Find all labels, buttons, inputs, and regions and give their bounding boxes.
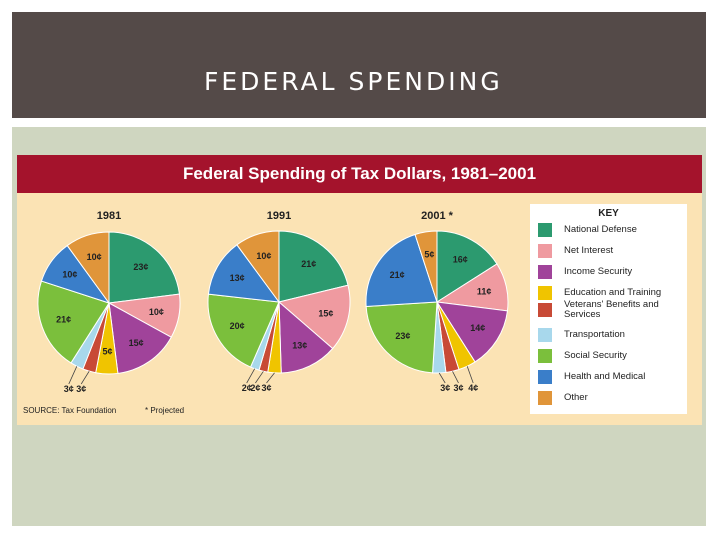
legend-label: Transportation (564, 329, 625, 340)
pie-slice-income-security (436, 301, 508, 363)
slice-value-label: 14¢ (470, 323, 485, 333)
slice-value-label: 21¢ (390, 270, 405, 280)
pie-year-label: 2001 * (421, 210, 454, 222)
legend-label: Social Security (564, 350, 627, 361)
legend-swatch (538, 286, 552, 300)
legend-label: Education and Training (564, 287, 662, 298)
slice-leader-line (255, 371, 264, 384)
chart-figure: Federal Spending of Tax Dollars, 1981–20… (17, 155, 702, 425)
legend-item-transportation: Transportation (538, 328, 687, 342)
slice-value-label: 5¢ (102, 346, 112, 356)
pie-slice-health-and-medical (365, 233, 438, 307)
slice-value-label: 10¢ (62, 270, 77, 280)
pie-slice-income-security (108, 302, 172, 374)
legend-item-income-security: Income Security (538, 265, 687, 279)
legend-swatch (538, 244, 552, 258)
pie-slice-income-security (278, 300, 334, 374)
source-note: SOURCE: Tax Foundation (23, 406, 117, 415)
slice-value-label: 5¢ (424, 249, 434, 259)
legend-label: Health and Medical (564, 371, 646, 382)
legend-item-health-and-medical: Health and Medical (538, 370, 687, 384)
slice-value-label: 4¢ (468, 383, 478, 393)
slice-value-label: 11¢ (477, 287, 492, 297)
slide-title: FEDERAL SPENDING (204, 67, 503, 96)
legend: KEY National Defense Net Interest Income S… (530, 204, 687, 414)
slice-leader-line (452, 371, 459, 384)
legend-item-other: Other (538, 391, 687, 405)
pie-year-label: 1991 (267, 210, 291, 222)
slice-value-label: 10¢ (256, 251, 271, 261)
pie-2001: 2001 * 16¢ 11¢ 14¢ 4¢ 3¢3¢ 23¢ 21¢ 5¢ (365, 210, 509, 393)
slice-value-label: 3¢ (64, 384, 74, 394)
pie-slice-health-and-medical (207, 244, 281, 303)
slice-value-label: 20¢ (230, 321, 245, 331)
slice-value-label: 3¢ (261, 383, 271, 393)
chart-banner: Federal Spending of Tax Dollars, 1981–20… (17, 155, 702, 193)
slice-value-label: 13¢ (292, 341, 307, 351)
legend-swatch (538, 265, 552, 279)
title-bar: FEDERAL SPENDING (12, 12, 706, 118)
slice-leader-line (80, 370, 90, 385)
slice-leader-line (68, 366, 78, 385)
slice-value-label: 2¢ (242, 383, 252, 393)
projected-note: * Projected (145, 406, 185, 415)
legend-swatch (538, 328, 552, 342)
slice-leader-line (246, 368, 256, 384)
legend-item-social-security: Social Security (538, 349, 687, 363)
pie-slice-social-security (365, 301, 438, 374)
slice-value-label: 10¢ (149, 307, 164, 317)
legend-swatch (538, 223, 552, 237)
pie-slice-other (236, 230, 280, 304)
legend-label: National Defense (564, 224, 637, 235)
pie-charts: 198123¢10¢15¢5¢3¢3¢21¢10¢10¢199121¢15¢13… (37, 210, 509, 394)
legend-label: Net Interest (564, 245, 614, 256)
slice-value-label: 23¢ (133, 262, 148, 272)
pie-slice-social-security (207, 293, 280, 368)
slice-value-label: 21¢ (56, 314, 71, 324)
legend-title: KEY (598, 208, 619, 219)
legend-swatch (538, 349, 552, 363)
legend-swatch (538, 370, 552, 384)
slice-leader-line (266, 372, 275, 384)
legend-label: Veterans' Benefits and Services (564, 299, 659, 320)
legend-label: Other (564, 392, 588, 403)
pie-slice-net-interest (277, 284, 351, 350)
pie-1981: 1981 23¢ 10¢ 15¢ 5¢ 3¢3¢ 21¢ 10¢ 10¢ (37, 210, 181, 394)
legend-swatch (538, 303, 552, 317)
slice-value-label: 3¢ (453, 383, 463, 393)
slice-leader-line (438, 372, 446, 384)
pie-slice-national-defense (278, 230, 349, 303)
legend-item-net-interest: Net Interest (538, 244, 687, 258)
slice-value-label: 2¢ (250, 383, 260, 393)
slice-value-label: 13¢ (230, 273, 245, 283)
pie-slice-national-defense (108, 231, 180, 304)
slice-value-label: 3¢ (76, 384, 86, 394)
pie-slice-other (414, 230, 438, 303)
pie-slice-other (66, 231, 110, 305)
legend-item-national-defense: National Defense (538, 223, 687, 237)
slice-value-label: 23¢ (395, 331, 410, 341)
pie-slice-social-security (37, 280, 110, 364)
pie-year-label: 1981 (97, 210, 121, 222)
slice-value-label: 10¢ (87, 252, 102, 262)
legend-item-education-and-training: Education and Training (538, 286, 687, 300)
legend-item-veterans-benefits-and-services: Veterans' Benefits and Services (538, 300, 687, 320)
legend-swatch (538, 391, 552, 405)
slice-value-label: 3¢ (440, 383, 450, 393)
slice-value-label: 21¢ (301, 259, 316, 269)
pie-slice-national-defense (436, 230, 498, 303)
legend-label: Income Security (564, 266, 633, 277)
slice-value-label: 15¢ (318, 308, 333, 318)
chart-title: Federal Spending of Tax Dollars, 1981–20… (182, 164, 537, 183)
slice-value-label: 16¢ (453, 255, 468, 265)
slice-value-label: 15¢ (129, 338, 144, 348)
slice-leader-line (466, 366, 474, 384)
